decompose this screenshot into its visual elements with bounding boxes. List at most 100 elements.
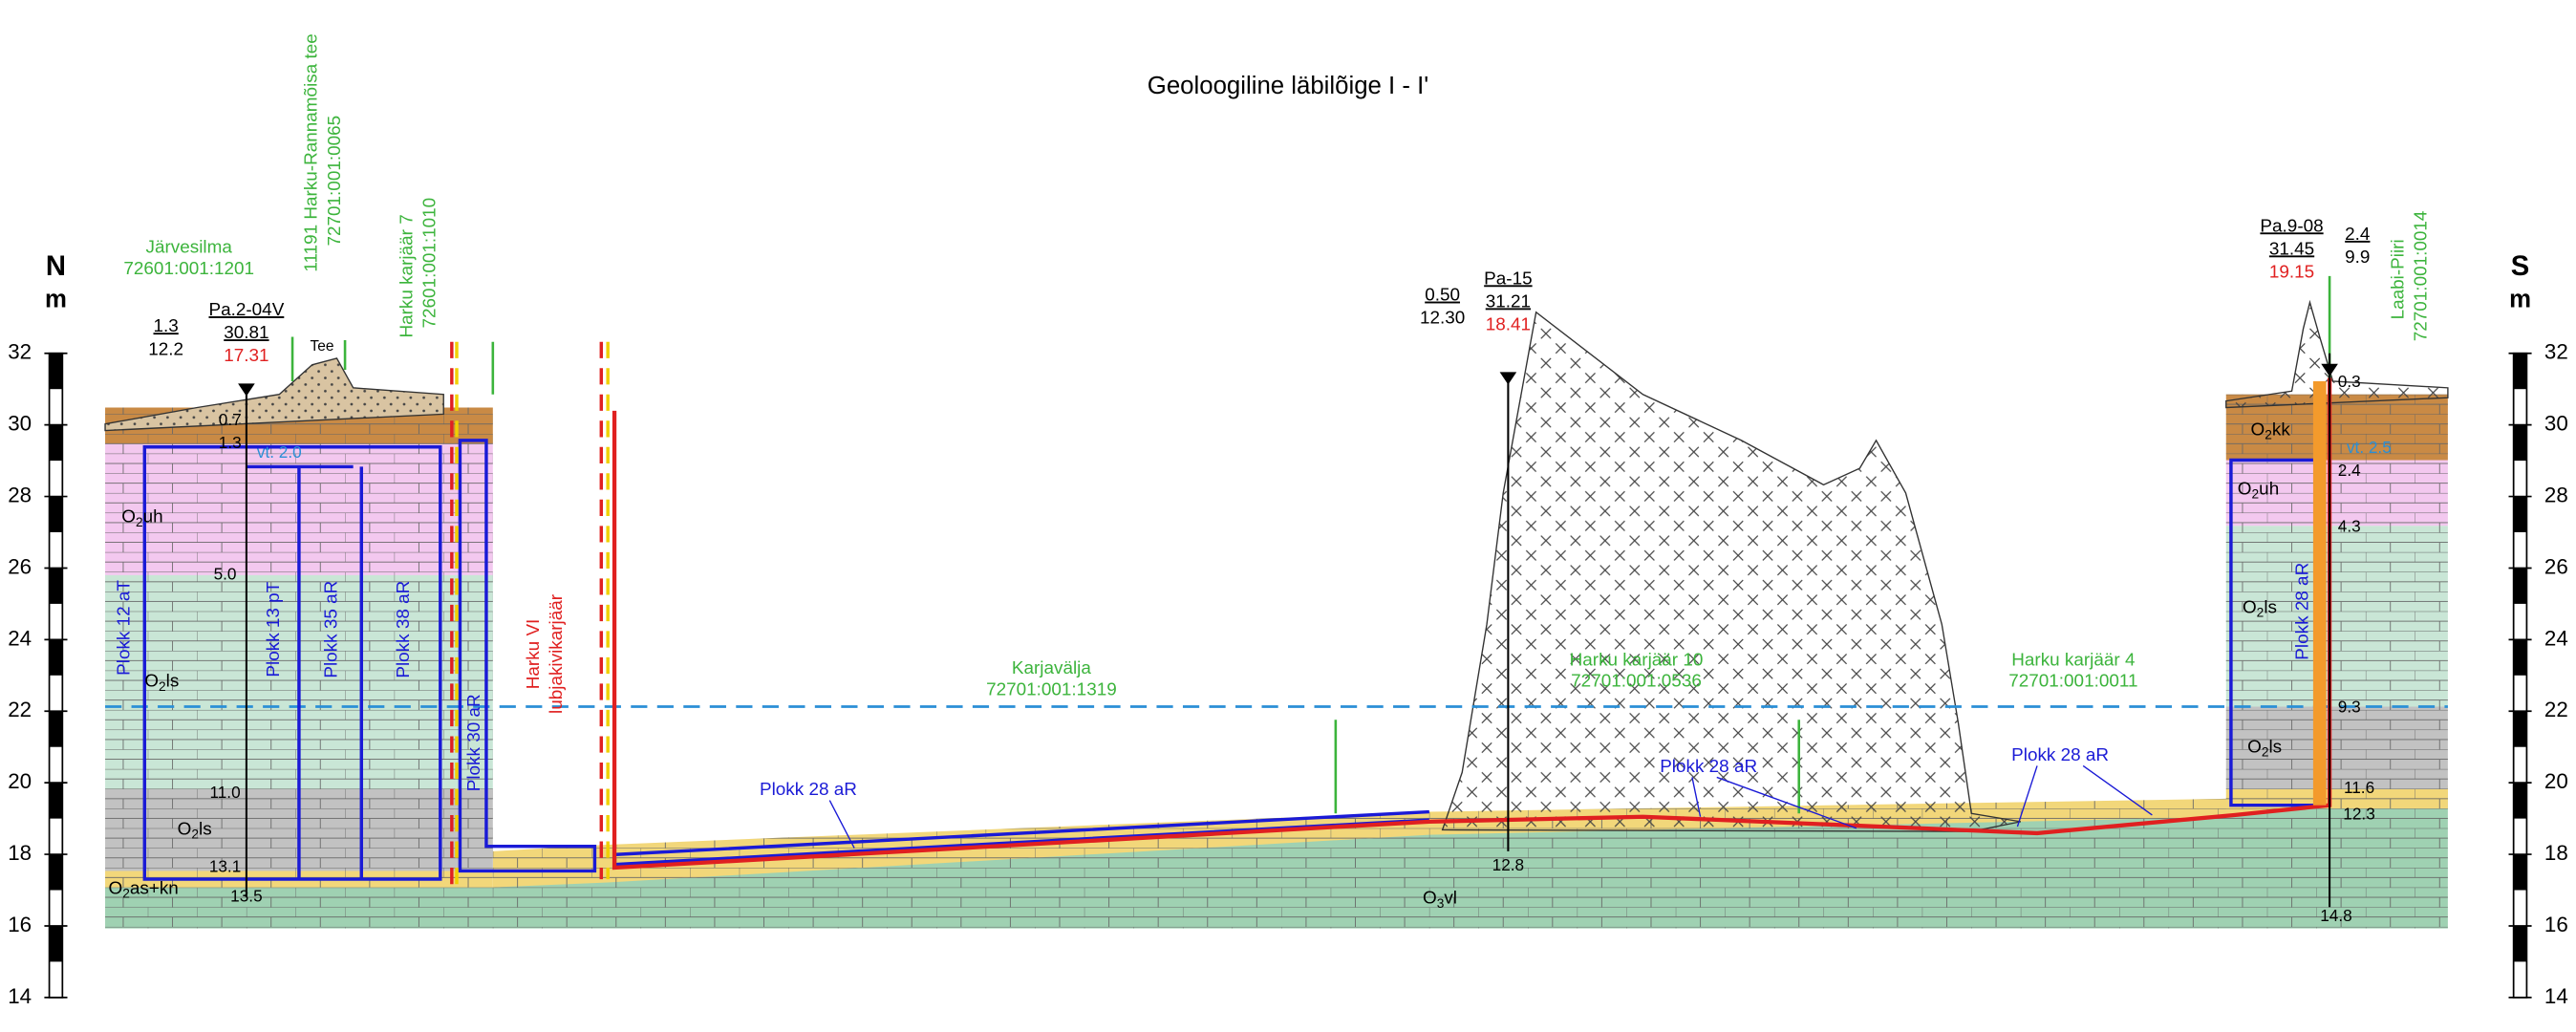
scale-segment — [2514, 354, 2527, 389]
property-code: 72701:001:0011 — [2008, 672, 2137, 692]
layer-suffix: ls — [199, 819, 212, 839]
property-code: 72701:001:1319 — [986, 679, 1117, 699]
layer-index: 2 — [2262, 744, 2269, 759]
tick-label: 20 — [2544, 769, 2568, 793]
property-code: 72701:001:0536 — [1571, 672, 1702, 692]
body: {"title": "Geoloogiline läbilõige I - I'… — [0, 0, 2576, 1032]
borehole-bottom: 19.15 — [2269, 262, 2314, 282]
scale-segment — [50, 783, 63, 818]
layer-index: 2 — [159, 678, 166, 693]
borehole-side-bottom: 9.9 — [2345, 247, 2370, 268]
layer-suffix: ls — [2264, 597, 2277, 617]
layer-index: 2 — [2257, 605, 2265, 619]
depth: 13.5 — [230, 887, 262, 906]
layer-suffix: uh — [143, 507, 163, 527]
boundaries — [292, 276, 2329, 888]
layer-suffix: kk — [2272, 420, 2290, 441]
scale-segment — [50, 926, 63, 961]
borehole-labels: 1.3 12.2 Pa.2-04V 30.81 17.31 0.50 12.30… — [148, 216, 2370, 366]
layer-label: O2uh — [121, 507, 162, 529]
scale-segment — [50, 711, 63, 746]
tick-label: 30 — [8, 412, 32, 436]
property-code: 72601:001:1010 — [419, 198, 440, 329]
depth: 4.3 — [2338, 517, 2361, 536]
tick-label: 14 — [2544, 984, 2568, 1008]
layer-index: 2 — [122, 886, 130, 900]
scale-segment — [2514, 711, 2527, 746]
block-label: Plokk 35 aR — [321, 581, 341, 678]
scale-segment — [2514, 854, 2527, 890]
block-label: Plokk 38 aR — [394, 581, 414, 678]
axis-unit: m — [45, 287, 67, 313]
depth: 0.3 — [2338, 372, 2361, 391]
borehole-id: Pa.9-08 — [2260, 216, 2323, 236]
scale-segment — [50, 425, 63, 461]
property-name: 11191 Harku-Rannamõisa tee — [302, 33, 322, 271]
layer-index: 2 — [2252, 486, 2260, 501]
depth: 9.3 — [2338, 698, 2361, 717]
axis-direction: N — [46, 251, 66, 282]
block-label: Plokk 30 aR — [464, 694, 484, 791]
scale-segment — [50, 639, 63, 675]
scale-segment — [50, 854, 63, 890]
layer-suffix: as+kn — [130, 878, 179, 898]
tick-label: 32 — [8, 340, 32, 364]
axis-direction: S — [2511, 251, 2529, 282]
scale-segment — [50, 568, 63, 603]
property-name: Harku karjäär 10 — [1570, 650, 1704, 670]
block-label: Plokk 28 aR — [2011, 745, 2109, 765]
scale-segment — [2514, 568, 2527, 603]
layer-symbol: O — [2247, 737, 2262, 757]
tick-label: 18 — [8, 841, 32, 865]
layer-suffix: ls — [2268, 737, 2282, 757]
tick-label: 28 — [2544, 483, 2568, 506]
block-label: Plokk 12 aT — [115, 580, 135, 676]
tick-label: 16 — [2544, 913, 2568, 936]
property-name: Laabi-Piiri — [2388, 239, 2408, 319]
borehole-id: Pa-15 — [1484, 269, 1532, 289]
property-name: Harku karjäär 7 — [397, 214, 417, 337]
tick-label: 22 — [8, 698, 32, 721]
depth: 5.0 — [214, 564, 237, 583]
depth: 0.7 — [219, 410, 242, 429]
depth: 2.4 — [2338, 461, 2361, 480]
tick-label: 26 — [2544, 554, 2568, 578]
depth: 11.6 — [2344, 778, 2374, 797]
layer-symbol: O — [108, 878, 122, 898]
depth: 13.1 — [209, 857, 241, 876]
water-depth: vt. 2.5 — [2347, 438, 2392, 457]
tick-label: 30 — [2544, 412, 2568, 436]
layer-symbol: O — [2243, 597, 2257, 617]
property-code: 72701:001:0065 — [325, 116, 345, 247]
stockpile — [1443, 312, 2021, 831]
layer-suffix: ls — [166, 672, 180, 692]
borehole-top: 31.45 — [2269, 239, 2314, 259]
borehole-side-top: 2.4 — [2345, 225, 2370, 245]
page: Geoloogiline läbilõige html, body { marg… — [0, 0, 2576, 1032]
tick-label: 28 — [8, 483, 32, 506]
quarry-label: Harku VI — [524, 619, 544, 690]
borehole-top: 30.81 — [224, 323, 268, 343]
scale-segment — [50, 497, 63, 532]
depth: 1.3 — [219, 433, 242, 452]
property-name: Karjavälja — [1012, 658, 1091, 678]
section: Geoloogiline läbilõige I - I' — [0, 0, 2576, 1032]
axis-unit: m — [2509, 287, 2531, 313]
layer-suffix: uh — [2259, 479, 2279, 499]
layer-symbol: O — [2238, 479, 2252, 499]
depth: 11.0 — [209, 783, 240, 802]
depth: 12.3 — [2343, 805, 2374, 824]
tick-label: 20 — [8, 769, 32, 793]
scale-segment — [2514, 926, 2527, 961]
borehole-id: Pa.2-04V — [208, 300, 284, 320]
title: Geoloogiline läbilõige I - I' — [1148, 73, 1428, 99]
tick-label: 24 — [8, 626, 32, 650]
borehole-side-top: 1.3 — [154, 316, 179, 336]
scale-segment — [50, 354, 63, 389]
scale-segment — [2514, 783, 2527, 818]
depth: 14.8 — [2320, 906, 2351, 925]
layer-symbol: O — [1423, 889, 1437, 909]
borehole-bottom: 18.41 — [1486, 315, 1531, 335]
tick-label: 22 — [2544, 698, 2568, 721]
property-code: 72701:001:0014 — [2411, 211, 2431, 342]
